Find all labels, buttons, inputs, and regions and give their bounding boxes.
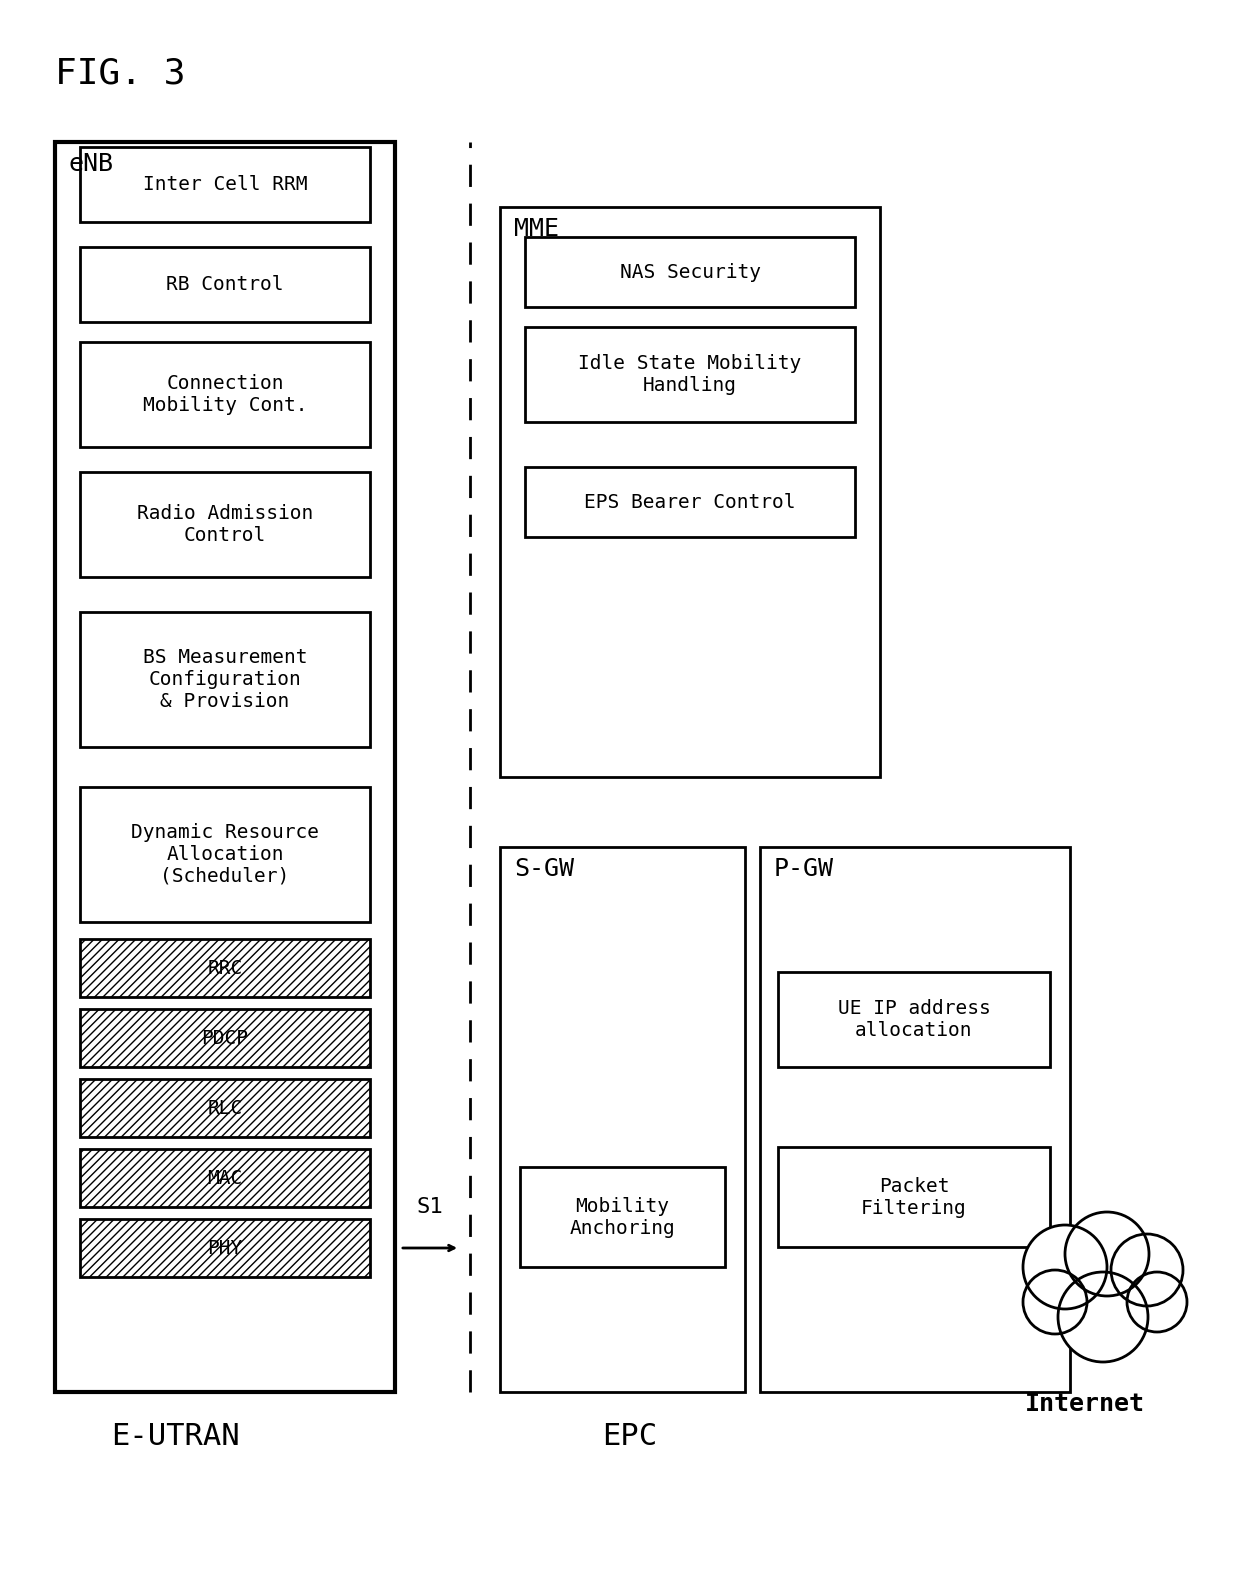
Bar	[81, 1150, 370, 1206]
Bar	[500, 847, 745, 1392]
Text: Dynamic Resource
Allocation
(Scheduler): Dynamic Resource Allocation (Scheduler)	[131, 823, 319, 886]
Bar	[81, 1009, 370, 1068]
Circle shape	[1127, 1273, 1187, 1333]
Text: E-UTRAN: E-UTRAN	[110, 1422, 239, 1451]
Text: RB Control: RB Control	[166, 274, 284, 293]
Text: P-GW: P-GW	[774, 856, 835, 882]
Bar	[777, 1146, 1050, 1247]
Bar	[525, 237, 856, 308]
Bar	[525, 467, 856, 538]
Bar	[81, 1219, 370, 1277]
Text: Internet: Internet	[1025, 1392, 1145, 1416]
Bar	[520, 1167, 725, 1266]
Text: PHY: PHY	[207, 1238, 243, 1257]
Text: Inter Cell RRM: Inter Cell RRM	[143, 175, 308, 194]
Bar	[81, 342, 370, 446]
Bar	[81, 787, 370, 923]
Circle shape	[1065, 1213, 1149, 1296]
Text: MME: MME	[515, 218, 559, 241]
Circle shape	[1111, 1233, 1183, 1306]
Text: BS Measurement
Configuration
& Provision: BS Measurement Configuration & Provision	[143, 648, 308, 711]
Bar	[81, 612, 370, 747]
Circle shape	[1023, 1269, 1087, 1334]
Text: Idle State Mobility
Handling: Idle State Mobility Handling	[578, 353, 801, 394]
Bar	[81, 248, 370, 322]
Text: NAS Security: NAS Security	[620, 262, 760, 282]
Bar	[81, 147, 370, 222]
Text: S-GW: S-GW	[515, 856, 574, 882]
Bar	[81, 1079, 370, 1137]
Bar	[525, 326, 856, 423]
Bar	[81, 472, 370, 577]
Text: UE IP address
allocation: UE IP address allocation	[838, 998, 991, 1039]
Text: EPS Bearer Control: EPS Bearer Control	[584, 492, 796, 511]
Text: S1: S1	[417, 1197, 444, 1217]
Text: RRC: RRC	[207, 959, 243, 978]
Text: FIG. 3: FIG. 3	[55, 57, 186, 91]
Text: Radio Admission
Control: Radio Admission Control	[136, 505, 314, 546]
Circle shape	[1023, 1225, 1107, 1309]
Text: MAC: MAC	[207, 1169, 243, 1187]
Bar	[777, 971, 1050, 1068]
Text: eNB: eNB	[69, 151, 114, 177]
Text: Packet
Filtering: Packet Filtering	[861, 1176, 967, 1217]
Bar	[81, 938, 370, 997]
Text: RLC: RLC	[207, 1099, 243, 1118]
Text: Mobility
Anchoring: Mobility Anchoring	[569, 1197, 676, 1238]
Text: PDCP: PDCP	[201, 1028, 248, 1047]
Text: Connection
Mobility Cont.: Connection Mobility Cont.	[143, 374, 308, 415]
Text: EPC: EPC	[603, 1422, 657, 1451]
Bar	[500, 207, 880, 777]
Bar	[55, 142, 396, 1392]
Bar	[760, 847, 1070, 1392]
Circle shape	[1058, 1273, 1148, 1363]
